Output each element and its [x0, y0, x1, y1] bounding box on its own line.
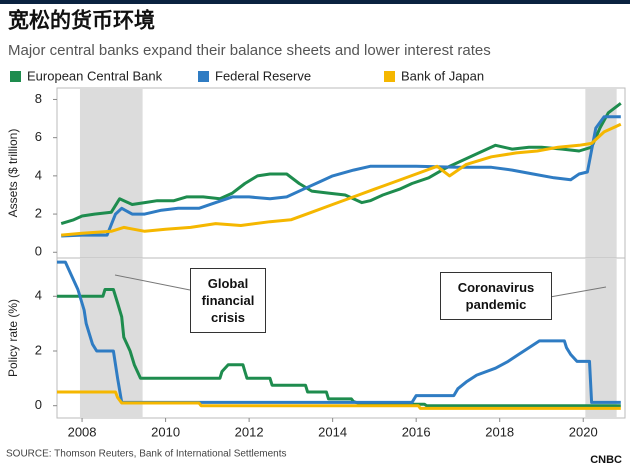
y-tick-label: 8	[35, 91, 42, 106]
y-tick-label: 0	[35, 244, 42, 259]
y-tick-label: 0	[35, 397, 42, 412]
x-tick-label: 2012	[235, 424, 264, 439]
x-tick-label: 2016	[402, 424, 431, 439]
y-axis-label: Policy rate (%)	[6, 299, 20, 377]
series-line	[60, 102, 622, 226]
x-tick-label: 2014	[318, 424, 347, 439]
y-axis-label: Assets ($ trillion)	[6, 129, 20, 218]
legend-label: Federal Reserve	[215, 68, 311, 83]
source: SOURCE: Thomson Reuters, Bank of Interna…	[6, 449, 287, 460]
legend-swatch	[384, 71, 395, 82]
y-tick-label: 4	[35, 167, 42, 182]
series-line	[57, 288, 621, 408]
logo: CNBC	[590, 454, 622, 466]
top-bar	[0, 0, 630, 4]
leader-line	[114, 274, 191, 291]
x-tick-label: 2008	[68, 424, 97, 439]
series-line	[61, 122, 622, 237]
y-tick-label: 6	[35, 129, 42, 144]
series-line	[57, 390, 621, 410]
title: 宽松的货币环境	[8, 9, 155, 33]
series-line	[61, 115, 621, 238]
x-tick-label: 2018	[485, 424, 514, 439]
shaded-period	[585, 88, 617, 258]
legend-swatch	[198, 71, 209, 82]
legend-label: European Central Bank	[27, 68, 163, 83]
y-tick-label: 2	[35, 206, 42, 221]
legend-swatch	[10, 71, 21, 82]
legend-label: Bank of Japan	[401, 68, 484, 83]
annotation: Global financial crisis	[190, 268, 266, 333]
annotation: Coronavirus pandemic	[440, 272, 552, 320]
x-tick-label: 2020	[569, 424, 598, 439]
series-line	[57, 260, 621, 404]
subtitle: Major central banks expand their balance…	[8, 42, 491, 59]
y-tick-label: 4	[35, 288, 42, 303]
leader-line	[549, 286, 607, 298]
y-tick-label: 2	[35, 342, 42, 357]
x-tick-label: 2010	[151, 424, 180, 439]
